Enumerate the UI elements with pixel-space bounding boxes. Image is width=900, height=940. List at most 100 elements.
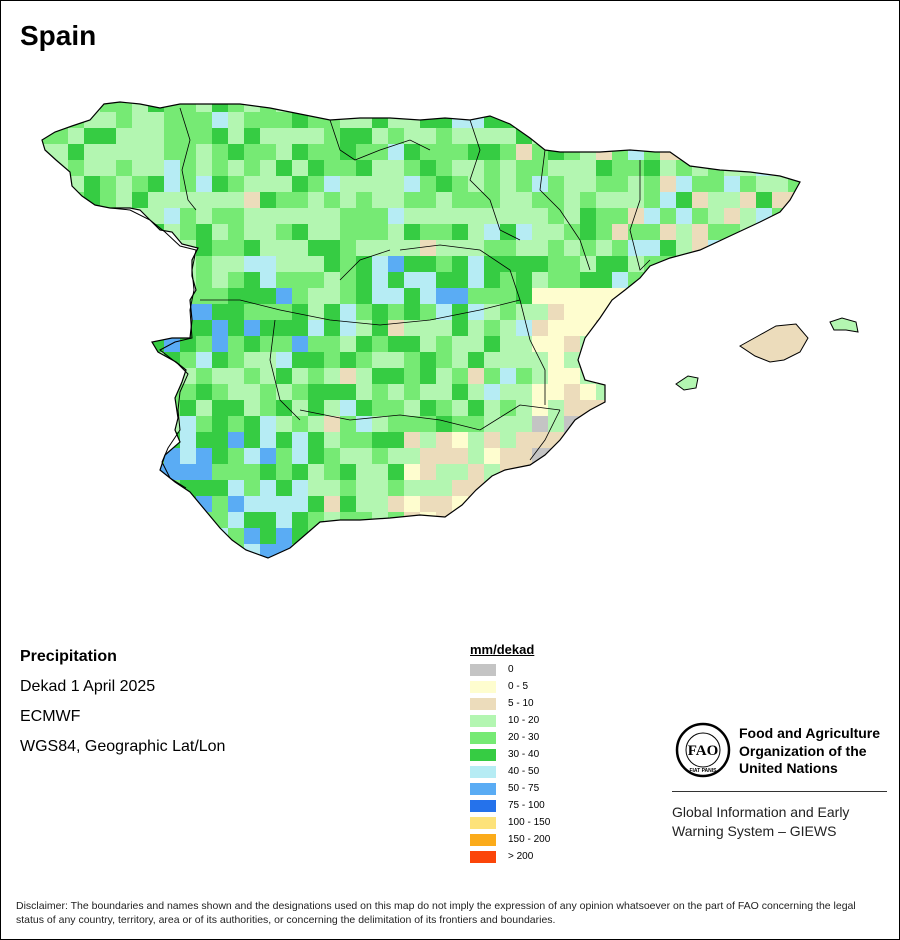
grid-cell [676,272,692,288]
grid-cell [356,416,372,432]
grid-cell [356,112,372,128]
grid-cell [164,512,180,528]
grid-cell [244,528,260,544]
grid-cell [644,496,660,512]
legend: mm/dekad 0 0 - 5 5 - 10 10 - 20 20 - 30 30 - … [470,642,550,865]
grid-cell [84,384,100,400]
grid-cell [164,544,180,558]
grid-cell [676,304,692,320]
grid-cell [372,256,388,272]
legend-label: 0 - 5 [508,681,529,692]
grid-cell [196,128,212,144]
grid-cell [740,176,756,192]
grid-cell [84,544,100,558]
grid-cell [580,224,596,240]
grid-cell [452,480,468,496]
grid-cell [244,336,260,352]
grid-cell [468,102,484,112]
grid-cell [52,304,68,320]
grid-cell [212,208,228,224]
grid-cell [228,288,244,304]
grid-cell [660,192,676,208]
grid-cell [660,512,676,528]
grid-cell [628,560,644,576]
grid-cell [340,544,356,558]
grid-cell [772,512,788,528]
grid-cell [260,368,276,384]
grid-cell [452,256,468,272]
grid-cell [612,240,628,256]
grid-cell [532,368,548,384]
grid-cell [596,384,612,400]
grid-cell [132,304,148,320]
grid-cell [308,496,324,512]
grid-cell [724,416,740,432]
legend-items: 0 0 - 5 5 - 10 10 - 20 20 - 30 30 - 40 40 - 50… [470,661,550,865]
grid-cell [644,560,660,576]
grid-cell [804,544,820,560]
grid-cell [788,224,800,240]
grid-cell [724,528,740,544]
grid-cell [628,128,644,144]
grid-cell [484,416,500,432]
grid-cell [628,176,644,192]
grid-cell [84,128,100,144]
grid-cell [660,160,676,176]
grid-cell [740,528,756,544]
grid-cell [356,208,372,224]
grid-cell [132,528,148,544]
grid-cell [500,224,516,240]
grid-cell [532,224,548,240]
grid-cell [372,144,388,160]
grid-cell [468,464,484,480]
grid-cell [196,352,212,368]
grid-cell [42,432,52,448]
grid-cell [740,256,756,272]
grid-cell [372,336,388,352]
grid-cell [404,320,420,336]
grid-cell [196,208,212,224]
grid-cell [500,256,516,272]
grid-cell [468,496,484,512]
grid-cell [164,528,180,544]
grid-cell [644,224,660,240]
grid-cell [260,304,276,320]
grid-cell [724,256,740,272]
grid-cell [84,336,100,352]
grid-cell [292,384,308,400]
grid-cell [100,192,116,208]
grid-cell [484,336,500,352]
fao-name-line: Food and Agriculture [739,725,881,741]
grid-cell [548,320,564,336]
grid-cell [308,272,324,288]
grid-cell [324,528,340,544]
legend-swatch [470,663,496,676]
grid-cell [164,240,180,256]
grid-cell [516,416,532,432]
legend-item: 75 - 100 [470,797,550,814]
grid-cell [756,176,772,192]
grid-cell [388,368,404,384]
grid-cell [500,560,516,576]
legend-swatch [470,833,496,846]
grid-cell [42,416,52,432]
grid-cell [340,528,356,544]
grid-cell [708,144,724,160]
grid-cell [548,160,564,176]
grid-cell [452,352,468,368]
grid-cell [644,128,660,144]
region-boundaries [179,107,651,461]
grid-cell [132,224,148,240]
grid-cell [388,448,404,464]
grid-cell [740,400,756,416]
legend-label: 150 - 200 [508,834,551,845]
grid-cell [532,416,548,432]
grid-cell [260,240,276,256]
grid-cell [324,256,340,272]
grid-cell [148,448,164,464]
grid-cell [100,272,116,288]
legend-label: 10 - 20 [508,715,540,726]
grid-cell [132,320,148,336]
grid-cell [324,544,340,558]
grid-cell [548,416,564,432]
